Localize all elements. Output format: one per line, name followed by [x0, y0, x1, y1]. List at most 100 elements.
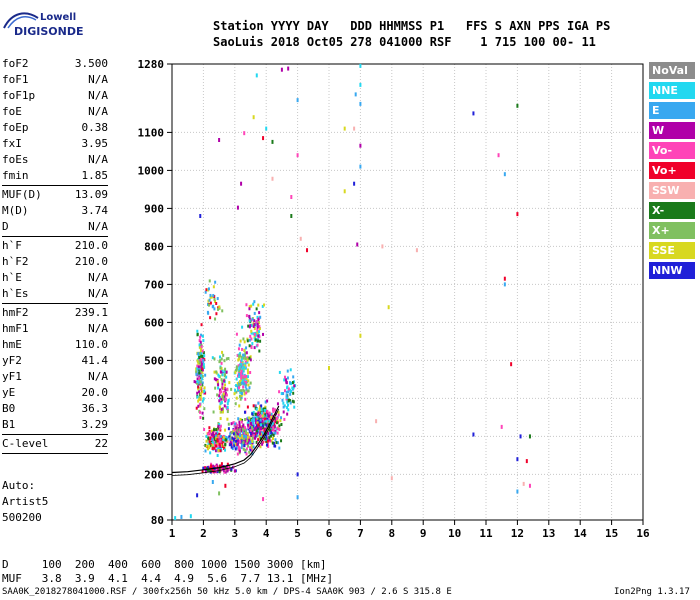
echo-point [257, 411, 260, 415]
echo-point [208, 440, 211, 444]
echo-point [240, 181, 243, 186]
code-label: 500200 [2, 511, 42, 524]
echo-point [268, 419, 271, 423]
echo-point [239, 433, 242, 437]
echo-point [208, 429, 211, 433]
echo-point [218, 467, 221, 471]
echo-point [286, 412, 289, 416]
echo-point [263, 420, 266, 424]
echo-point [193, 380, 196, 384]
echo-point [247, 444, 250, 448]
echo-point [239, 440, 242, 444]
echo-point [238, 451, 241, 455]
x-tick-label: 3 [231, 527, 238, 540]
echo-point [248, 314, 251, 318]
echo-point [285, 395, 288, 399]
echo-point [215, 465, 218, 469]
echo-point [259, 405, 262, 409]
echo-point [263, 303, 266, 307]
echo-point [245, 452, 248, 456]
echo-point [236, 423, 239, 427]
echo-point [214, 386, 217, 390]
echo-point [196, 381, 199, 385]
echo-point [285, 394, 288, 398]
echo-point [251, 452, 254, 456]
echo-point [235, 442, 238, 446]
echo-point [306, 248, 309, 253]
echo-point [236, 437, 239, 441]
echo-point [278, 424, 281, 428]
echo-point [195, 367, 198, 371]
echo-point [215, 378, 218, 382]
polarization-legend: NoVal NNE E W Vo- Vo+ SSW X- X+ SSE NNW [649, 62, 695, 282]
echo-point [221, 373, 224, 377]
echo-point [198, 360, 201, 364]
param-key: hmF1 [2, 322, 29, 335]
echo-point [271, 176, 274, 181]
echo-point [196, 493, 199, 498]
echo-point [247, 423, 250, 427]
echo-point [270, 415, 273, 419]
echo-point [200, 376, 203, 380]
echo-point [197, 361, 200, 365]
param-row: fmin 1.85 [2, 168, 108, 184]
echo-point [291, 386, 294, 390]
echo-point [272, 408, 275, 412]
param-key: h`Es [2, 287, 29, 300]
echo-point [283, 404, 286, 408]
echo-point [244, 360, 247, 364]
echo-point [240, 355, 243, 359]
echo-point [202, 466, 205, 470]
echo-point [256, 322, 259, 326]
echo-point [262, 426, 265, 430]
echo-point [249, 441, 252, 445]
echo-point [230, 387, 233, 391]
echo-point [196, 359, 199, 363]
echo-point [242, 388, 245, 392]
header-values: SaoLuis 2018 Oct05 278 041000 RSF 1 715 … [213, 35, 596, 49]
echo-point [255, 440, 258, 444]
echo-point [272, 426, 275, 430]
echo-point [265, 435, 268, 439]
echo-point [258, 411, 261, 415]
legend-item-xminus: X- [649, 202, 695, 219]
echo-point [278, 390, 281, 394]
echo-point [232, 441, 235, 445]
param-key: yE [2, 386, 16, 399]
echo-point [257, 419, 260, 423]
echo-point [200, 354, 203, 358]
echo-point [252, 421, 255, 425]
param-row: yF2 41.4 [2, 353, 108, 369]
echo-point [216, 297, 219, 301]
echo-point [218, 442, 221, 446]
echo-point [503, 282, 506, 287]
echo-point [200, 366, 203, 370]
echo-point [214, 449, 217, 453]
echo-point [196, 395, 199, 399]
echo-point [240, 393, 243, 397]
echo-point [212, 294, 215, 298]
echo-point [258, 325, 261, 329]
file-footer: SAA0K_2018278041000.RSF / 300fx256h 50 k… [2, 587, 452, 597]
echo-point [242, 381, 245, 385]
echo-point [287, 66, 290, 71]
echo-point [198, 378, 201, 382]
echo-point [218, 399, 221, 403]
echo-point [280, 416, 283, 420]
echo-point [241, 360, 244, 364]
echo-point [209, 316, 212, 320]
echo-point [218, 405, 221, 409]
echo-point [258, 427, 261, 431]
echo-point [253, 323, 256, 327]
echo-point [236, 385, 239, 389]
echo-point [255, 331, 258, 335]
muf-table: D 100 200 400 600 800 1000 1500 3000 [km… [2, 558, 333, 586]
echo-point [259, 315, 262, 319]
echo-point [235, 390, 238, 394]
echo-point [235, 426, 238, 430]
echo-point [236, 439, 239, 443]
echo-point [258, 407, 261, 411]
echo-point [280, 422, 283, 426]
echo-point [205, 444, 208, 448]
echo-point [243, 426, 246, 430]
